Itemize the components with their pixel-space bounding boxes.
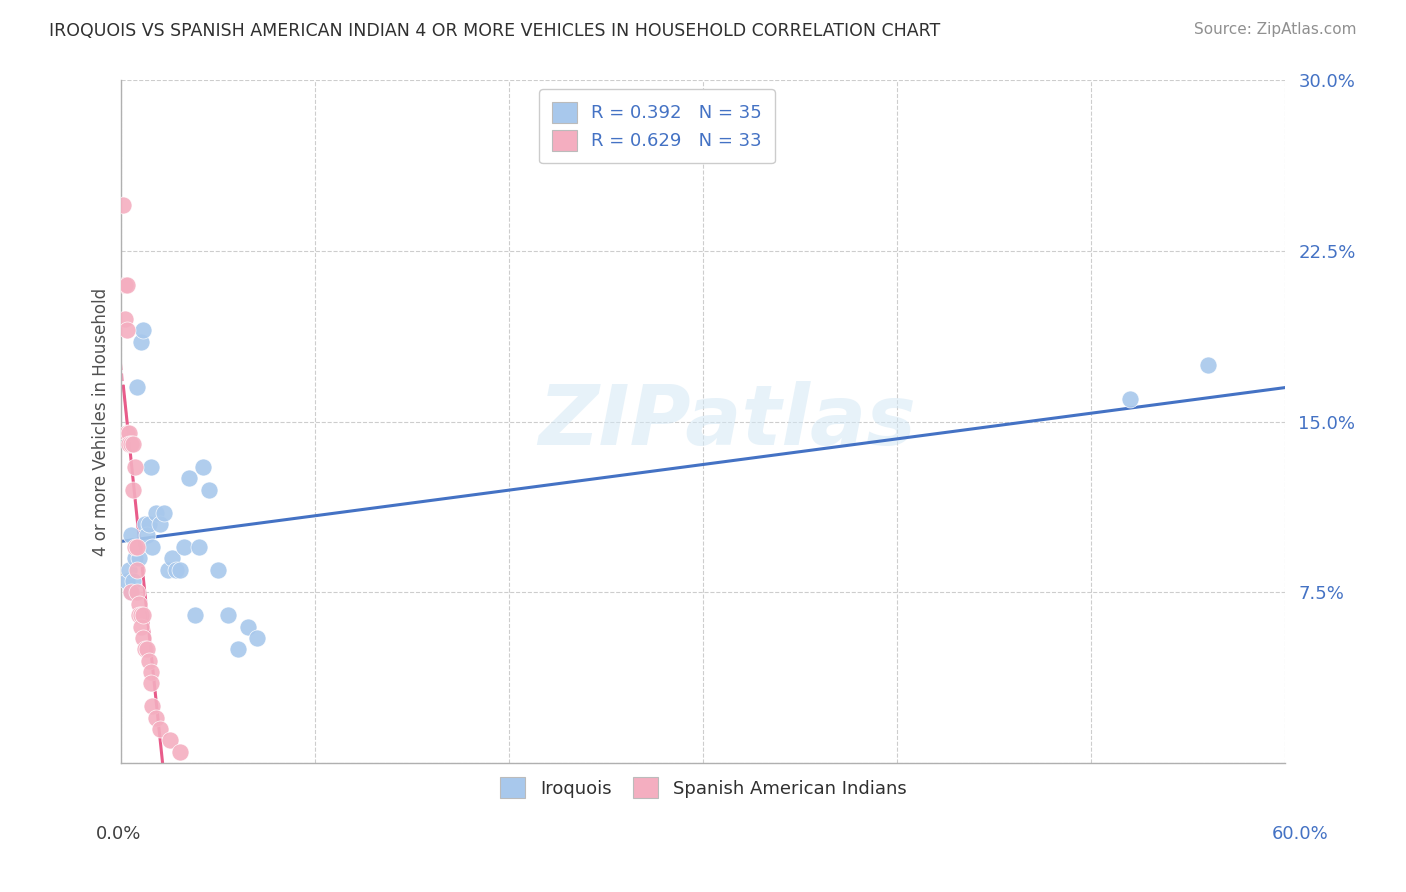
Point (135, 528, 157, 542)
Point (118, 425, 141, 440)
Point (134, 516, 156, 531)
Point (125, 563, 148, 577)
Point (132, 631, 155, 645)
Point (120, 585, 142, 599)
Point (128, 551, 150, 566)
Point (169, 563, 191, 577)
Point (179, 471, 201, 485)
Point (188, 540, 211, 554)
Point (120, 528, 142, 542)
Point (120, 585, 142, 599)
Point (197, 483, 219, 497)
Point (117, 425, 139, 440)
Point (122, 437, 145, 451)
Point (145, 710, 167, 724)
Point (184, 608, 207, 623)
Point (122, 483, 145, 497)
Point (132, 323, 155, 337)
Point (129, 608, 152, 623)
Point (1119, 392, 1142, 406)
Point (139, 676, 162, 690)
Point (153, 506, 176, 520)
Legend: Iroquois, Spanish American Indians: Iroquois, Spanish American Indians (494, 770, 914, 805)
Text: 0.0%: 0.0% (96, 825, 141, 843)
Point (217, 608, 239, 623)
Point (207, 563, 229, 577)
Point (112, 198, 135, 212)
Point (117, 277, 139, 292)
Point (124, 551, 146, 566)
Point (125, 585, 148, 599)
Point (129, 619, 152, 633)
Point (128, 608, 150, 623)
Point (135, 642, 157, 657)
Text: IROQUOIS VS SPANISH AMERICAN INDIAN 4 OR MORE VEHICLES IN HOUSEHOLD CORRELATION : IROQUOIS VS SPANISH AMERICAN INDIAN 4 OR… (49, 22, 941, 40)
Point (141, 540, 163, 554)
Point (125, 380, 148, 394)
Point (134, 642, 156, 657)
Point (118, 563, 141, 577)
Text: ZIPatlas: ZIPatlas (537, 381, 915, 462)
Point (149, 722, 172, 736)
Point (129, 334, 152, 349)
Point (139, 460, 162, 475)
Text: Source: ZipAtlas.com: Source: ZipAtlas.com (1194, 22, 1357, 37)
Point (145, 506, 167, 520)
Point (117, 574, 139, 588)
Point (117, 323, 139, 337)
Point (122, 574, 145, 588)
Point (138, 516, 160, 531)
Point (118, 437, 141, 451)
Y-axis label: 4 or more Vehicles in Household: 4 or more Vehicles in Household (93, 287, 110, 556)
Point (124, 460, 146, 475)
Point (246, 631, 269, 645)
Point (114, 312, 136, 326)
Point (173, 540, 195, 554)
Point (156, 563, 179, 577)
Point (139, 665, 162, 679)
Point (120, 437, 142, 451)
Point (159, 733, 181, 747)
Text: 60.0%: 60.0% (1272, 825, 1329, 843)
Point (114, 277, 136, 292)
Point (236, 619, 259, 633)
Point (165, 563, 187, 577)
Point (191, 460, 214, 475)
Point (125, 540, 148, 554)
Point (124, 540, 146, 554)
Point (141, 699, 163, 714)
Point (149, 516, 172, 531)
Point (132, 608, 155, 623)
Point (169, 745, 191, 759)
Point (1197, 358, 1219, 372)
Point (160, 551, 183, 566)
Point (226, 642, 249, 657)
Point (138, 654, 160, 668)
Point (128, 597, 150, 611)
